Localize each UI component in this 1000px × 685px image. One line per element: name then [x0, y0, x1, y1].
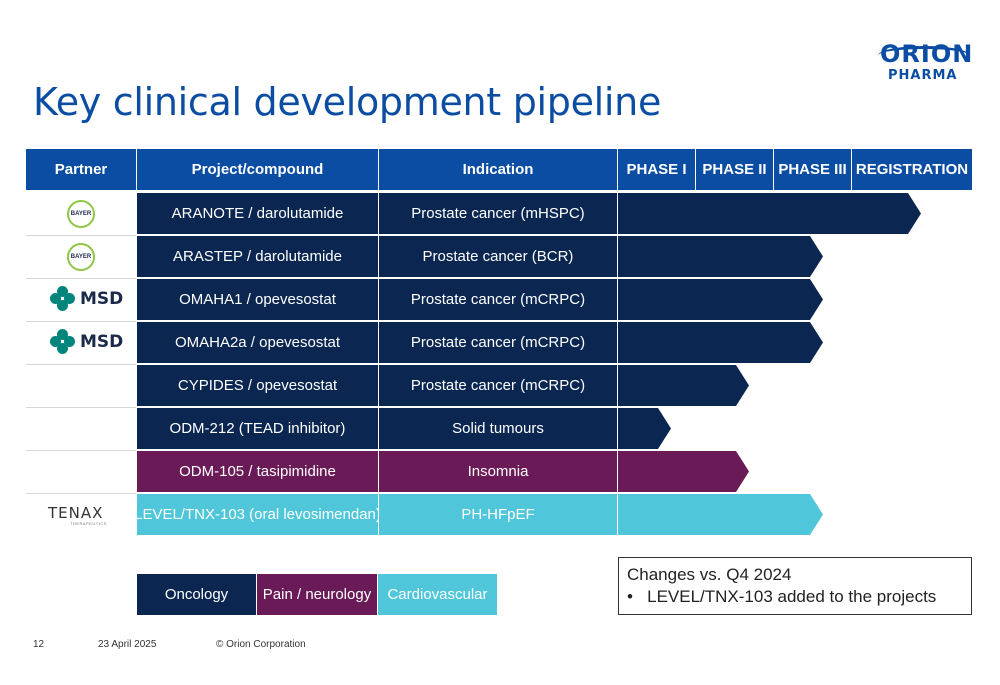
project-cell: ODM-105 / tasipimidine	[137, 451, 378, 492]
project-cell: ARASTEP / darolutamide	[137, 236, 378, 277]
bayer-logo-text: BAYER	[70, 254, 92, 260]
msd-logo-text: MSD	[80, 289, 124, 309]
header-partner: Partner	[26, 149, 136, 190]
msd-logo: MSD	[50, 329, 123, 355]
bayer-logo: BAYER	[67, 243, 95, 271]
row-divider	[26, 235, 136, 236]
indication-cell: Prostate cancer (BCR)	[379, 236, 617, 277]
changes-item-text: LEVEL/TNX-103 added to the projects	[647, 587, 937, 606]
project-cell: CYPIDES / opevesostat	[137, 365, 378, 406]
phase-arrow-aranote	[618, 193, 921, 234]
logo-line1: ORION	[880, 40, 974, 68]
legend-pain-neurology: Pain / neurology	[257, 574, 377, 615]
header-indication: Indication	[379, 149, 617, 190]
page-title: Key clinical development pipeline	[33, 80, 662, 124]
msd-logo: MSD	[50, 286, 123, 312]
indication-cell: Prostate cancer (mHSPC)	[379, 193, 617, 234]
row-divider	[26, 278, 136, 279]
phase-arrow-omaha2a	[618, 322, 823, 363]
project-cell: ODM-212 (TEAD inhibitor)	[137, 408, 378, 449]
msd-logo-text: MSD	[80, 332, 124, 352]
footer-date: 23 April 2025	[98, 639, 157, 650]
bayer-logo-text: BAYER	[70, 211, 92, 217]
header-phase2: PHASE II	[696, 149, 773, 190]
orion-pharma-logo: ORION PHARMA	[872, 40, 972, 88]
footer-copyright: © Orion Corporation	[216, 639, 306, 650]
indication-cell: PH-HFpEF	[379, 494, 617, 535]
indication-cell: Insomnia	[379, 451, 617, 492]
phase-arrow-omaha1	[618, 279, 823, 320]
indication-cell: Prostate cancer (mCRPC)	[379, 279, 617, 320]
legend-oncology: Oncology	[137, 574, 256, 615]
header-phase1: PHASE I	[618, 149, 695, 190]
changes-item: • LEVEL/TNX-103 added to the projects	[627, 587, 937, 606]
indication-cell: Solid tumours	[379, 408, 617, 449]
bayer-logo: BAYER	[67, 200, 95, 228]
phase-arrow-odm105	[618, 451, 749, 492]
phase-arrow-arastep	[618, 236, 823, 277]
legend-cardiovascular: Cardiovascular	[378, 574, 497, 615]
header-phase3: PHASE III	[774, 149, 851, 190]
row-divider	[26, 364, 136, 365]
project-cell: OMAHA1 / opevesostat	[137, 279, 378, 320]
tenax-logo: TENAX THERAPEUTICS	[48, 504, 118, 528]
msd-mark-icon	[50, 329, 76, 355]
changes-box: Changes vs. Q4 2024 • LEVEL/TNX-103 adde…	[618, 557, 972, 615]
phase-arrow-cypides	[618, 365, 749, 406]
phase-arrow-odm212	[618, 408, 671, 449]
row-divider	[26, 321, 136, 322]
tenax-logo-subtext: THERAPEUTICS	[70, 521, 107, 526]
header-project: Project/compound	[137, 149, 378, 190]
project-cell: OMAHA2a / opevesostat	[137, 322, 378, 363]
row-divider	[26, 407, 136, 408]
row-divider	[26, 493, 136, 494]
project-cell: LEVEL/TNX-103 (oral levosimendan)	[134, 494, 381, 535]
logo-line2: PHARMA	[888, 68, 958, 83]
row-divider	[26, 450, 136, 451]
indication-cell: Prostate cancer (mCRPC)	[379, 365, 617, 406]
changes-title: Changes vs. Q4 2024	[627, 565, 792, 584]
phase-arrow-level	[618, 494, 823, 535]
project-cell: ARANOTE / darolutamide	[137, 193, 378, 234]
header-registration: REGISTRATION	[852, 149, 972, 190]
indication-cell: Prostate cancer (mCRPC)	[379, 322, 617, 363]
tenax-logo-text: TENAX	[48, 504, 104, 522]
page-number: 12	[33, 639, 45, 650]
msd-mark-icon	[50, 286, 76, 312]
logo-swoosh	[878, 46, 970, 65]
